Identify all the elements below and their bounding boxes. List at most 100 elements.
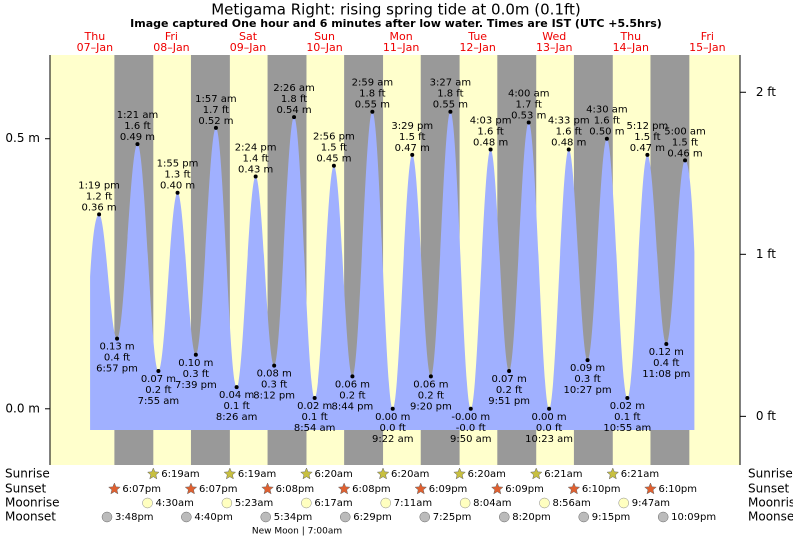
extreme-label: 0.1 ft xyxy=(223,401,249,412)
extreme-label: 8:54 am xyxy=(294,423,336,434)
row-time: 6:29pm xyxy=(353,512,392,523)
day-name: Fri xyxy=(701,30,714,43)
extreme-label: 1.6 ft xyxy=(594,116,620,127)
extreme-label: 8:44 pm xyxy=(332,401,374,412)
day-name: Thu xyxy=(619,30,641,43)
extreme-point xyxy=(625,395,630,400)
extreme-point xyxy=(410,152,415,157)
extreme-label: 3:29 pm xyxy=(391,121,433,132)
row-time: 8:04am xyxy=(473,498,511,509)
extreme-label: 0.48 m xyxy=(473,138,508,149)
sunrise-icon xyxy=(606,467,620,480)
day-name: Sun xyxy=(314,30,335,43)
row-time: 6:20am xyxy=(468,469,506,480)
row-label: Sunset xyxy=(748,482,789,496)
day-date: 12–Jan xyxy=(459,41,495,54)
extreme-label: 1.4 ft xyxy=(242,154,268,165)
moonrise-icon xyxy=(618,497,629,509)
row-time: 4:30am xyxy=(156,498,194,509)
extreme-point xyxy=(547,406,552,411)
extreme-label: 0.00 m xyxy=(531,412,566,423)
extreme-label: 7:55 am xyxy=(138,396,180,407)
row-time: 8:20pm xyxy=(512,512,551,523)
y-tick-label: 0.5 m xyxy=(5,131,40,145)
extreme-point xyxy=(428,374,433,379)
extreme-label: 5:12 pm xyxy=(627,121,669,132)
moonset-icon xyxy=(578,511,589,523)
extreme-label: 4:03 pm xyxy=(470,116,512,127)
row-time: 8:56am xyxy=(552,498,590,509)
extreme-point xyxy=(253,174,258,179)
y2-tick-label: 2 ft xyxy=(756,85,776,99)
extreme-point xyxy=(370,109,375,114)
extreme-label: 1:55 pm xyxy=(157,159,199,170)
extreme-label: 0.4 ft xyxy=(653,358,679,369)
sunrise-icon xyxy=(376,467,390,480)
moonset-icon xyxy=(101,511,113,523)
extreme-label: 1.8 ft xyxy=(281,94,307,105)
extreme-label: 0.4 ft xyxy=(104,353,130,364)
extreme-point xyxy=(156,368,161,373)
row-label: Moonrise xyxy=(5,496,60,510)
sunset-icon xyxy=(108,482,121,495)
extreme-point xyxy=(468,406,473,411)
row-time: 5:34pm xyxy=(274,512,313,523)
extreme-label: 1.7 ft xyxy=(516,100,542,111)
sunrise-icon xyxy=(146,467,160,480)
extreme-label: 3:27 am xyxy=(430,78,472,89)
row-label: Moonset xyxy=(5,510,56,524)
extreme-label: 0.1 ft xyxy=(301,412,327,423)
row-time: 6:07pm xyxy=(199,484,238,495)
sunset-icon xyxy=(184,482,198,495)
extreme-label: 0.2 ft xyxy=(145,385,171,396)
day-name: Tue xyxy=(467,30,487,43)
day-date: 09–Jan xyxy=(230,41,266,54)
extreme-label: 0.12 m xyxy=(649,347,684,358)
extreme-point xyxy=(115,336,120,341)
extreme-label: 1.3 ft xyxy=(164,170,190,181)
moonset-icon xyxy=(657,511,669,523)
moonrise-icon xyxy=(539,497,550,509)
extreme-label: 0.04 m xyxy=(219,390,254,401)
row-time: 6:21am xyxy=(544,469,582,480)
moonrise-icon xyxy=(380,497,392,509)
extreme-label: 0.46 m xyxy=(667,148,702,159)
row-time: 6:10pm xyxy=(658,484,697,495)
extreme-label: 8:26 am xyxy=(216,412,258,423)
sunset-icon xyxy=(261,482,274,495)
extreme-label: 5:00 am xyxy=(664,126,706,137)
sunset-icon xyxy=(490,482,504,495)
sunset-icon xyxy=(337,482,351,495)
sunset-icon xyxy=(644,482,657,495)
extreme-label: 0.36 m xyxy=(81,202,116,213)
extreme-label: 0.54 m xyxy=(276,105,311,116)
sunrise-icon xyxy=(453,467,466,480)
row-label: Sunrise xyxy=(748,467,793,481)
row-time: 6:20am xyxy=(314,469,352,480)
extreme-label: 0.09 m xyxy=(570,363,605,374)
extreme-point xyxy=(526,120,531,125)
y2-tick-label: 0 ft xyxy=(756,409,776,423)
extreme-point xyxy=(604,136,609,141)
extreme-label: 8:12 pm xyxy=(253,391,295,402)
tide-area xyxy=(90,111,695,430)
extreme-label: 9:22 am xyxy=(372,434,414,445)
extreme-label: 0.47 m xyxy=(630,143,665,154)
extreme-point xyxy=(331,163,336,168)
extreme-label: 6:57 pm xyxy=(96,364,138,375)
moonset-icon xyxy=(419,511,431,523)
extreme-point xyxy=(448,109,453,114)
row-time: 9:47am xyxy=(632,498,670,509)
extreme-label: 0.10 m xyxy=(178,358,213,369)
extreme-label: 0.47 m xyxy=(395,143,430,154)
extreme-label: 0.02 m xyxy=(297,401,332,412)
row-time: 6:17am xyxy=(314,498,352,509)
extreme-label: 1.7 ft xyxy=(203,105,229,116)
extreme-label: 11:08 pm xyxy=(642,369,690,380)
extreme-point xyxy=(234,385,239,390)
extreme-point xyxy=(507,368,512,373)
extreme-label: 0.0 ft xyxy=(380,423,406,434)
extreme-label: 0.07 m xyxy=(141,374,176,385)
moonrise-icon xyxy=(459,497,471,509)
